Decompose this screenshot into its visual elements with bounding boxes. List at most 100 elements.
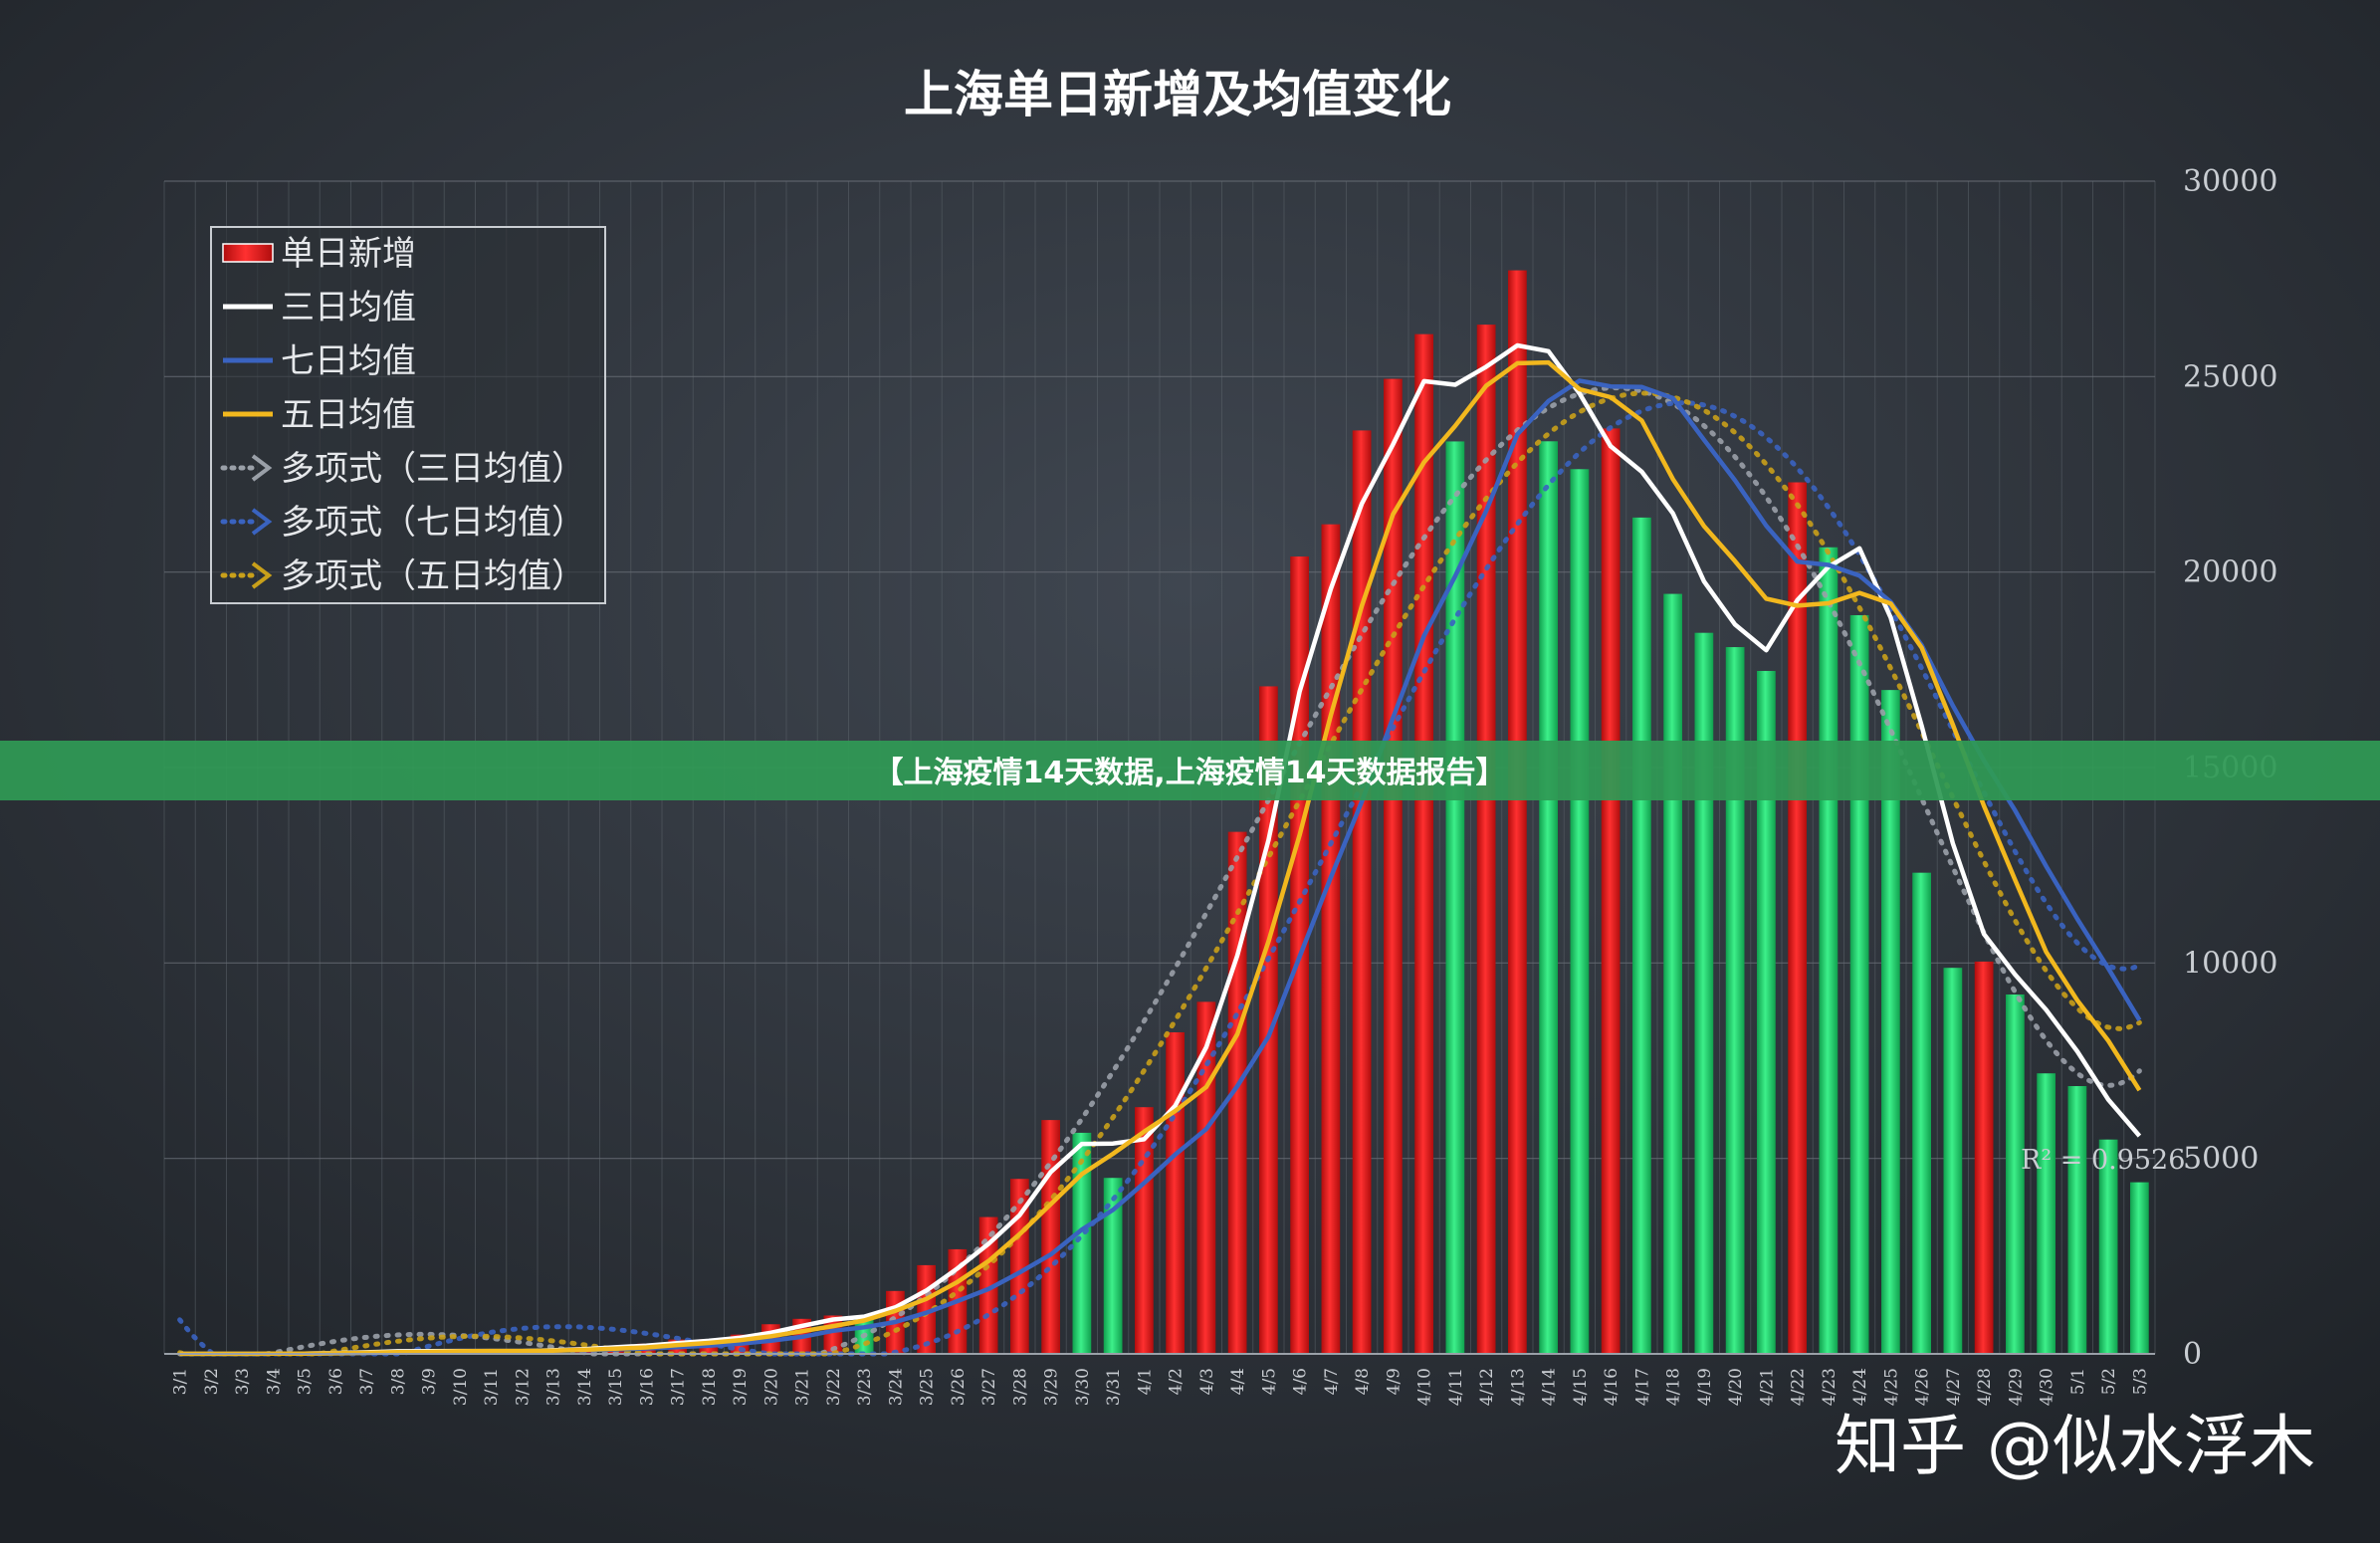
legend-label: 三日均值 <box>281 288 416 328</box>
x-tick-label: 3/27 <box>979 1368 999 1406</box>
series-line <box>179 359 2142 1357</box>
x-tick-label: 3/3 <box>233 1368 253 1395</box>
x-tick-label: 4/4 <box>1228 1368 1248 1395</box>
x-tick-label: 3/23 <box>855 1368 875 1406</box>
x-tick-label: 5/3 <box>2130 1368 2150 1395</box>
bar-daily-new <box>1321 524 1341 1354</box>
axis-layer: 0500010000150002000025000300003/13/23/33… <box>164 164 2277 1406</box>
bar-daily-new <box>1135 1107 1154 1354</box>
x-tick-label: 3/2 <box>202 1368 222 1395</box>
x-tick-label: 4/11 <box>1446 1368 1466 1406</box>
x-tick-label: 4/1 <box>1135 1368 1155 1395</box>
x-tick-label: 4/28 <box>1975 1368 1995 1406</box>
bar-daily-new <box>1757 670 1776 1354</box>
bar-daily-new <box>1539 441 1558 1354</box>
bar-daily-new <box>1166 1031 1185 1354</box>
bar-daily-new <box>2098 1139 2118 1354</box>
bar-daily-new <box>978 1216 998 1354</box>
bar-daily-new <box>1445 441 1465 1354</box>
x-tick-label: 3/28 <box>1010 1368 1030 1406</box>
bar-daily-new <box>1881 690 1900 1354</box>
legend-label: 七日均值 <box>281 341 416 381</box>
x-tick-label: 4/23 <box>1820 1368 1839 1406</box>
y-tick-label: 10000 <box>2183 946 2277 981</box>
x-tick-label: 4/8 <box>1353 1368 1373 1395</box>
x-tick-label: 3/6 <box>326 1368 346 1395</box>
y-tick-label: 0 <box>2183 1337 2202 1372</box>
bar-daily-new <box>1103 1178 1123 1354</box>
legend-swatch-arrow <box>251 561 273 589</box>
legend-label: 多项式（七日均值） <box>281 503 585 543</box>
x-tick-label: 3/7 <box>357 1368 377 1395</box>
x-tick-label: 3/5 <box>296 1368 316 1395</box>
trend-line <box>177 390 2142 1357</box>
x-tick-label: 4/5 <box>1259 1368 1279 1395</box>
x-tick-label: 4/14 <box>1540 1368 1560 1406</box>
x-tick-label: 5/2 <box>2099 1368 2119 1395</box>
bar-daily-new <box>1072 1132 1092 1354</box>
bar-daily-new <box>2037 1073 2055 1354</box>
x-tick-label: 4/10 <box>1415 1368 1435 1406</box>
legend-swatch-arrow <box>251 454 273 482</box>
bar-daily-new <box>2006 994 2025 1354</box>
x-tick-label: 3/13 <box>544 1368 564 1406</box>
x-tick-label: 3/19 <box>731 1368 751 1406</box>
bar-daily-new <box>1352 430 1372 1354</box>
x-tick-label: 4/6 <box>1291 1368 1311 1395</box>
trend-line <box>177 385 2142 1357</box>
x-tick-label: 3/29 <box>1042 1368 1062 1406</box>
x-tick-label: 3/24 <box>886 1368 906 1406</box>
lines-layer <box>179 342 2142 1357</box>
x-tick-label: 4/25 <box>1881 1368 1901 1406</box>
bar-daily-new <box>1819 547 1839 1354</box>
x-tick-label: 3/25 <box>918 1368 938 1406</box>
x-tick-label: 3/10 <box>451 1368 471 1406</box>
x-tick-label: 4/3 <box>1197 1368 1217 1395</box>
bar-daily-new <box>1508 270 1527 1354</box>
banner-text: 【上海疫情14天数据,上海疫情14天数据报告】 <box>874 756 1506 790</box>
x-tick-label: 4/2 <box>1167 1368 1187 1395</box>
x-tick-label: 3/20 <box>761 1368 781 1406</box>
y-tick-label: 20000 <box>2183 555 2277 590</box>
watermark: 知乎 @似水浮木 <box>1835 1408 2315 1484</box>
x-tick-label: 3/21 <box>793 1368 813 1406</box>
x-tick-label: 4/21 <box>1757 1368 1777 1406</box>
bar-daily-new <box>1849 614 1869 1354</box>
x-tick-label: 3/9 <box>420 1368 440 1395</box>
x-tick-label: 3/22 <box>824 1368 844 1406</box>
x-tick-label: 3/11 <box>482 1368 502 1406</box>
x-tick-label: 3/18 <box>700 1368 720 1406</box>
x-tick-label: 3/26 <box>949 1368 969 1406</box>
legend-label: 多项式（五日均值） <box>281 556 585 596</box>
banner: 【上海疫情14天数据,上海疫情14天数据报告】 <box>0 741 2380 800</box>
x-tick-label: 4/27 <box>1944 1368 1964 1406</box>
x-tick-label: 3/17 <box>669 1368 689 1406</box>
y-tick-label: 5000 <box>2183 1142 2259 1177</box>
x-tick-label: 3/14 <box>575 1368 595 1406</box>
bar-daily-new <box>1010 1179 1029 1354</box>
x-tick-label: 4/15 <box>1571 1368 1591 1406</box>
x-tick-label: 4/17 <box>1632 1368 1652 1406</box>
legend-label: 多项式（三日均值） <box>281 449 585 489</box>
bar-daily-new <box>1788 482 1807 1355</box>
x-tick-label: 4/22 <box>1789 1368 1809 1406</box>
x-tick-label: 4/12 <box>1477 1368 1497 1406</box>
x-tick-label: 4/7 <box>1322 1368 1342 1395</box>
x-tick-label: 4/19 <box>1695 1368 1715 1406</box>
bar-daily-new <box>1632 517 1651 1354</box>
legend-swatch-arrow <box>251 508 273 536</box>
x-tick-label: 4/16 <box>1602 1368 1622 1406</box>
x-tick-label: 3/8 <box>388 1368 408 1395</box>
bar-daily-new <box>1570 469 1590 1354</box>
x-tick-label: 4/29 <box>2006 1368 2026 1406</box>
bar-daily-new <box>1041 1120 1060 1354</box>
bar-daily-new <box>1725 647 1745 1354</box>
x-tick-label: 4/13 <box>1508 1368 1528 1406</box>
legend-label: 五日均值 <box>281 395 416 435</box>
bar-daily-new <box>1974 961 1994 1354</box>
y-tick-label: 30000 <box>2183 164 2277 199</box>
x-tick-label: 3/31 <box>1104 1368 1124 1406</box>
